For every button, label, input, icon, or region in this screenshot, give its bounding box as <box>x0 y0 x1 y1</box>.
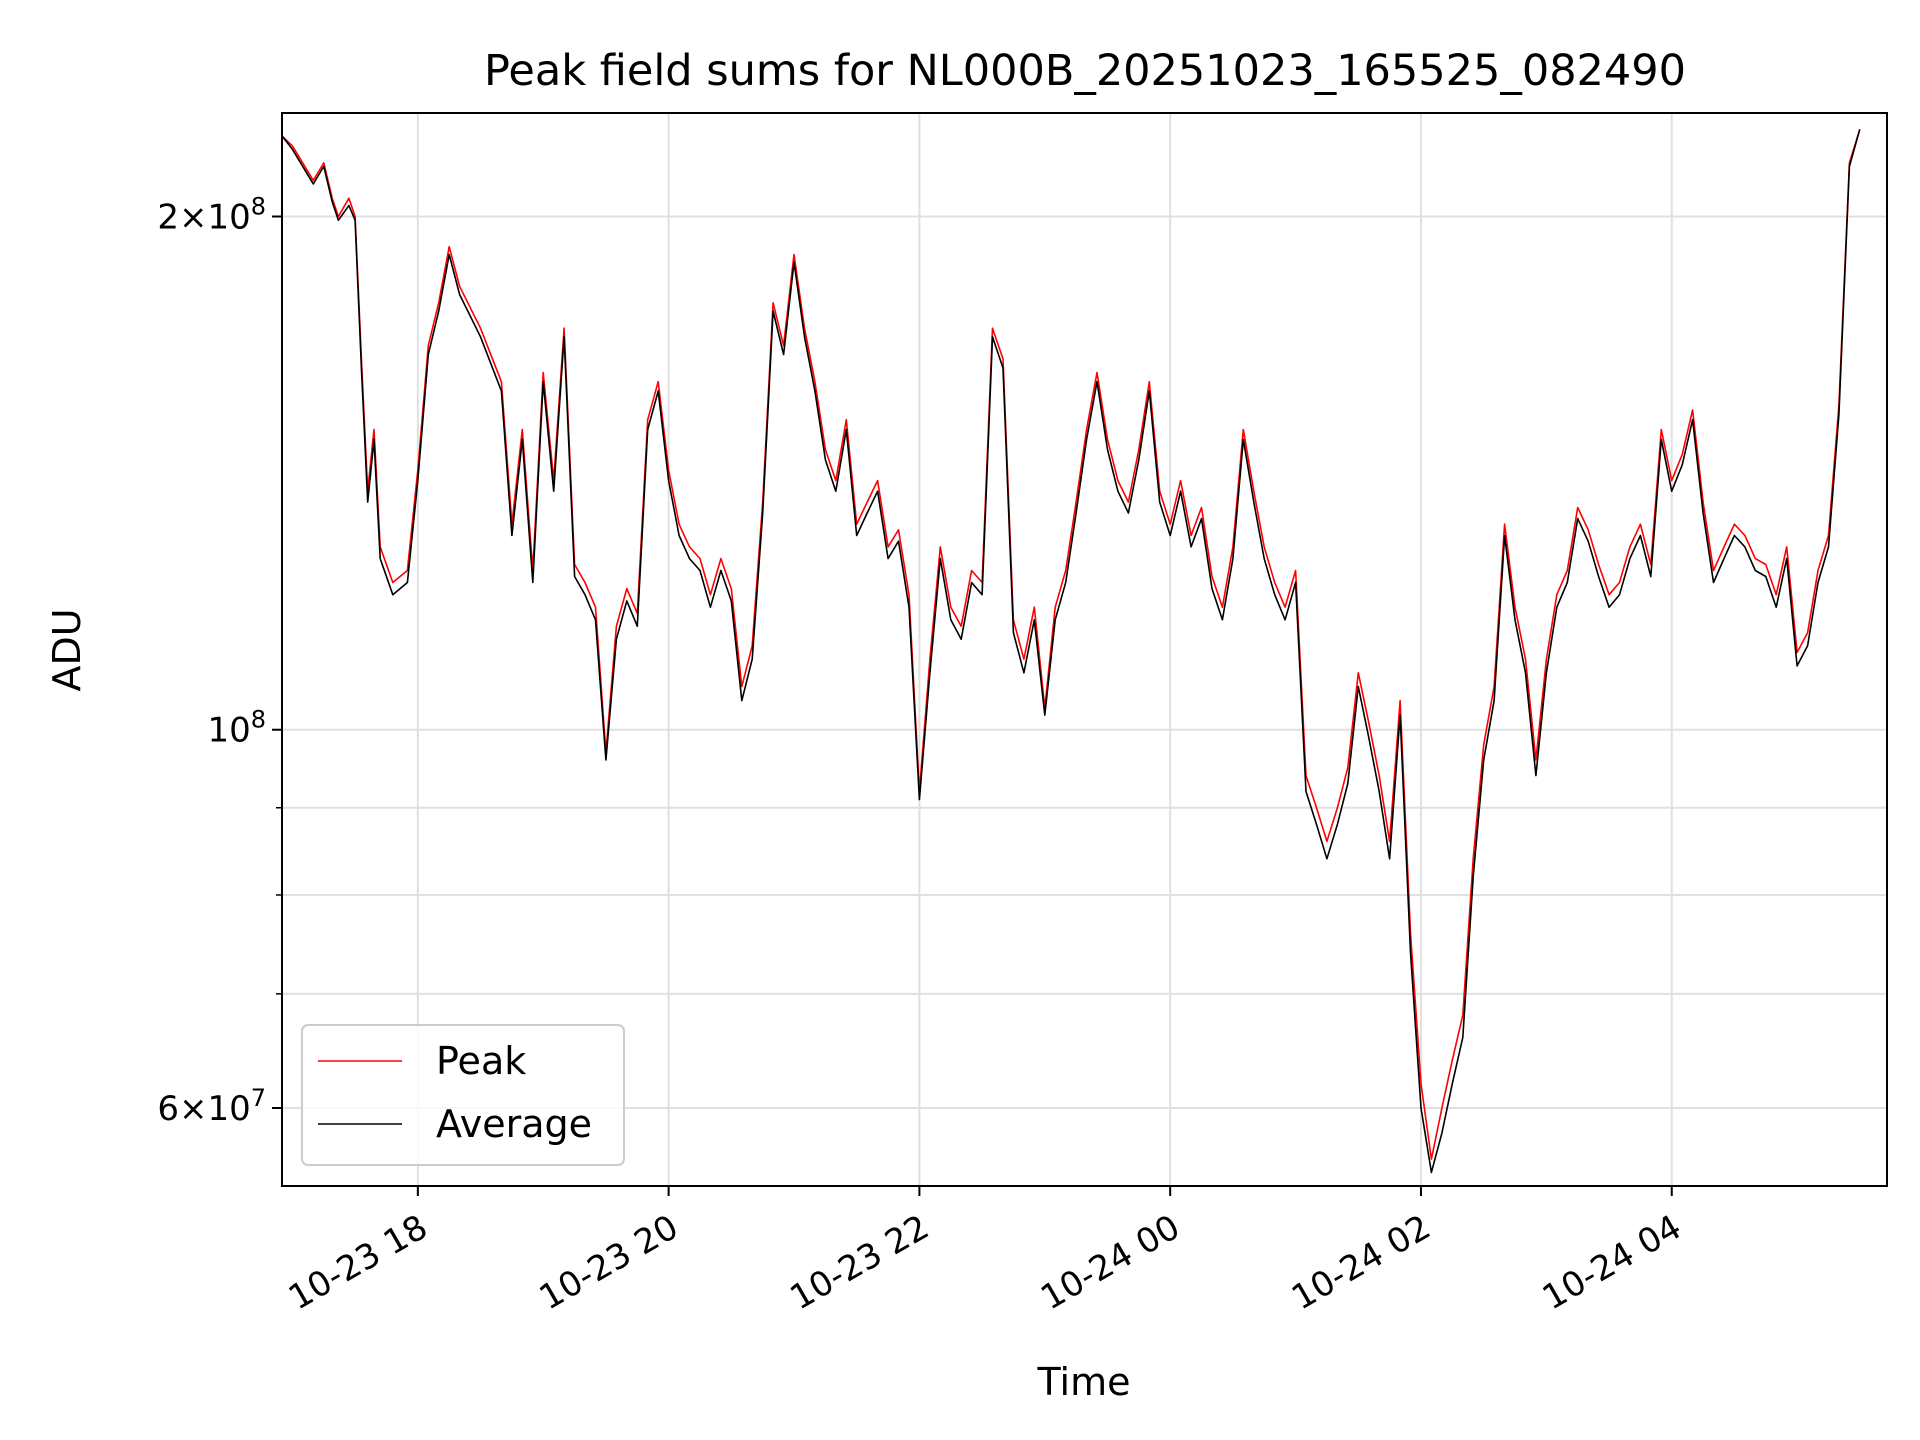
series-layer <box>281 129 1861 1174</box>
y-tick-label: 6×107 <box>157 1084 266 1129</box>
x-axis-label: Time <box>1037 1360 1131 1404</box>
legend: Peak Average <box>301 1024 625 1166</box>
legend-label-average: Average <box>436 1102 592 1146</box>
y-axis-label: ADU <box>45 608 89 691</box>
gridlines <box>282 113 1887 1186</box>
plot-frame <box>281 112 1888 1187</box>
legend-label-peak: Peak <box>436 1039 526 1083</box>
legend-box <box>301 1024 625 1166</box>
y-tick-label: 2×108 <box>157 192 266 237</box>
chart-title: Peak field sums for NL000B_20251023_1655… <box>484 46 1686 96</box>
series-line-average <box>281 129 1861 1174</box>
